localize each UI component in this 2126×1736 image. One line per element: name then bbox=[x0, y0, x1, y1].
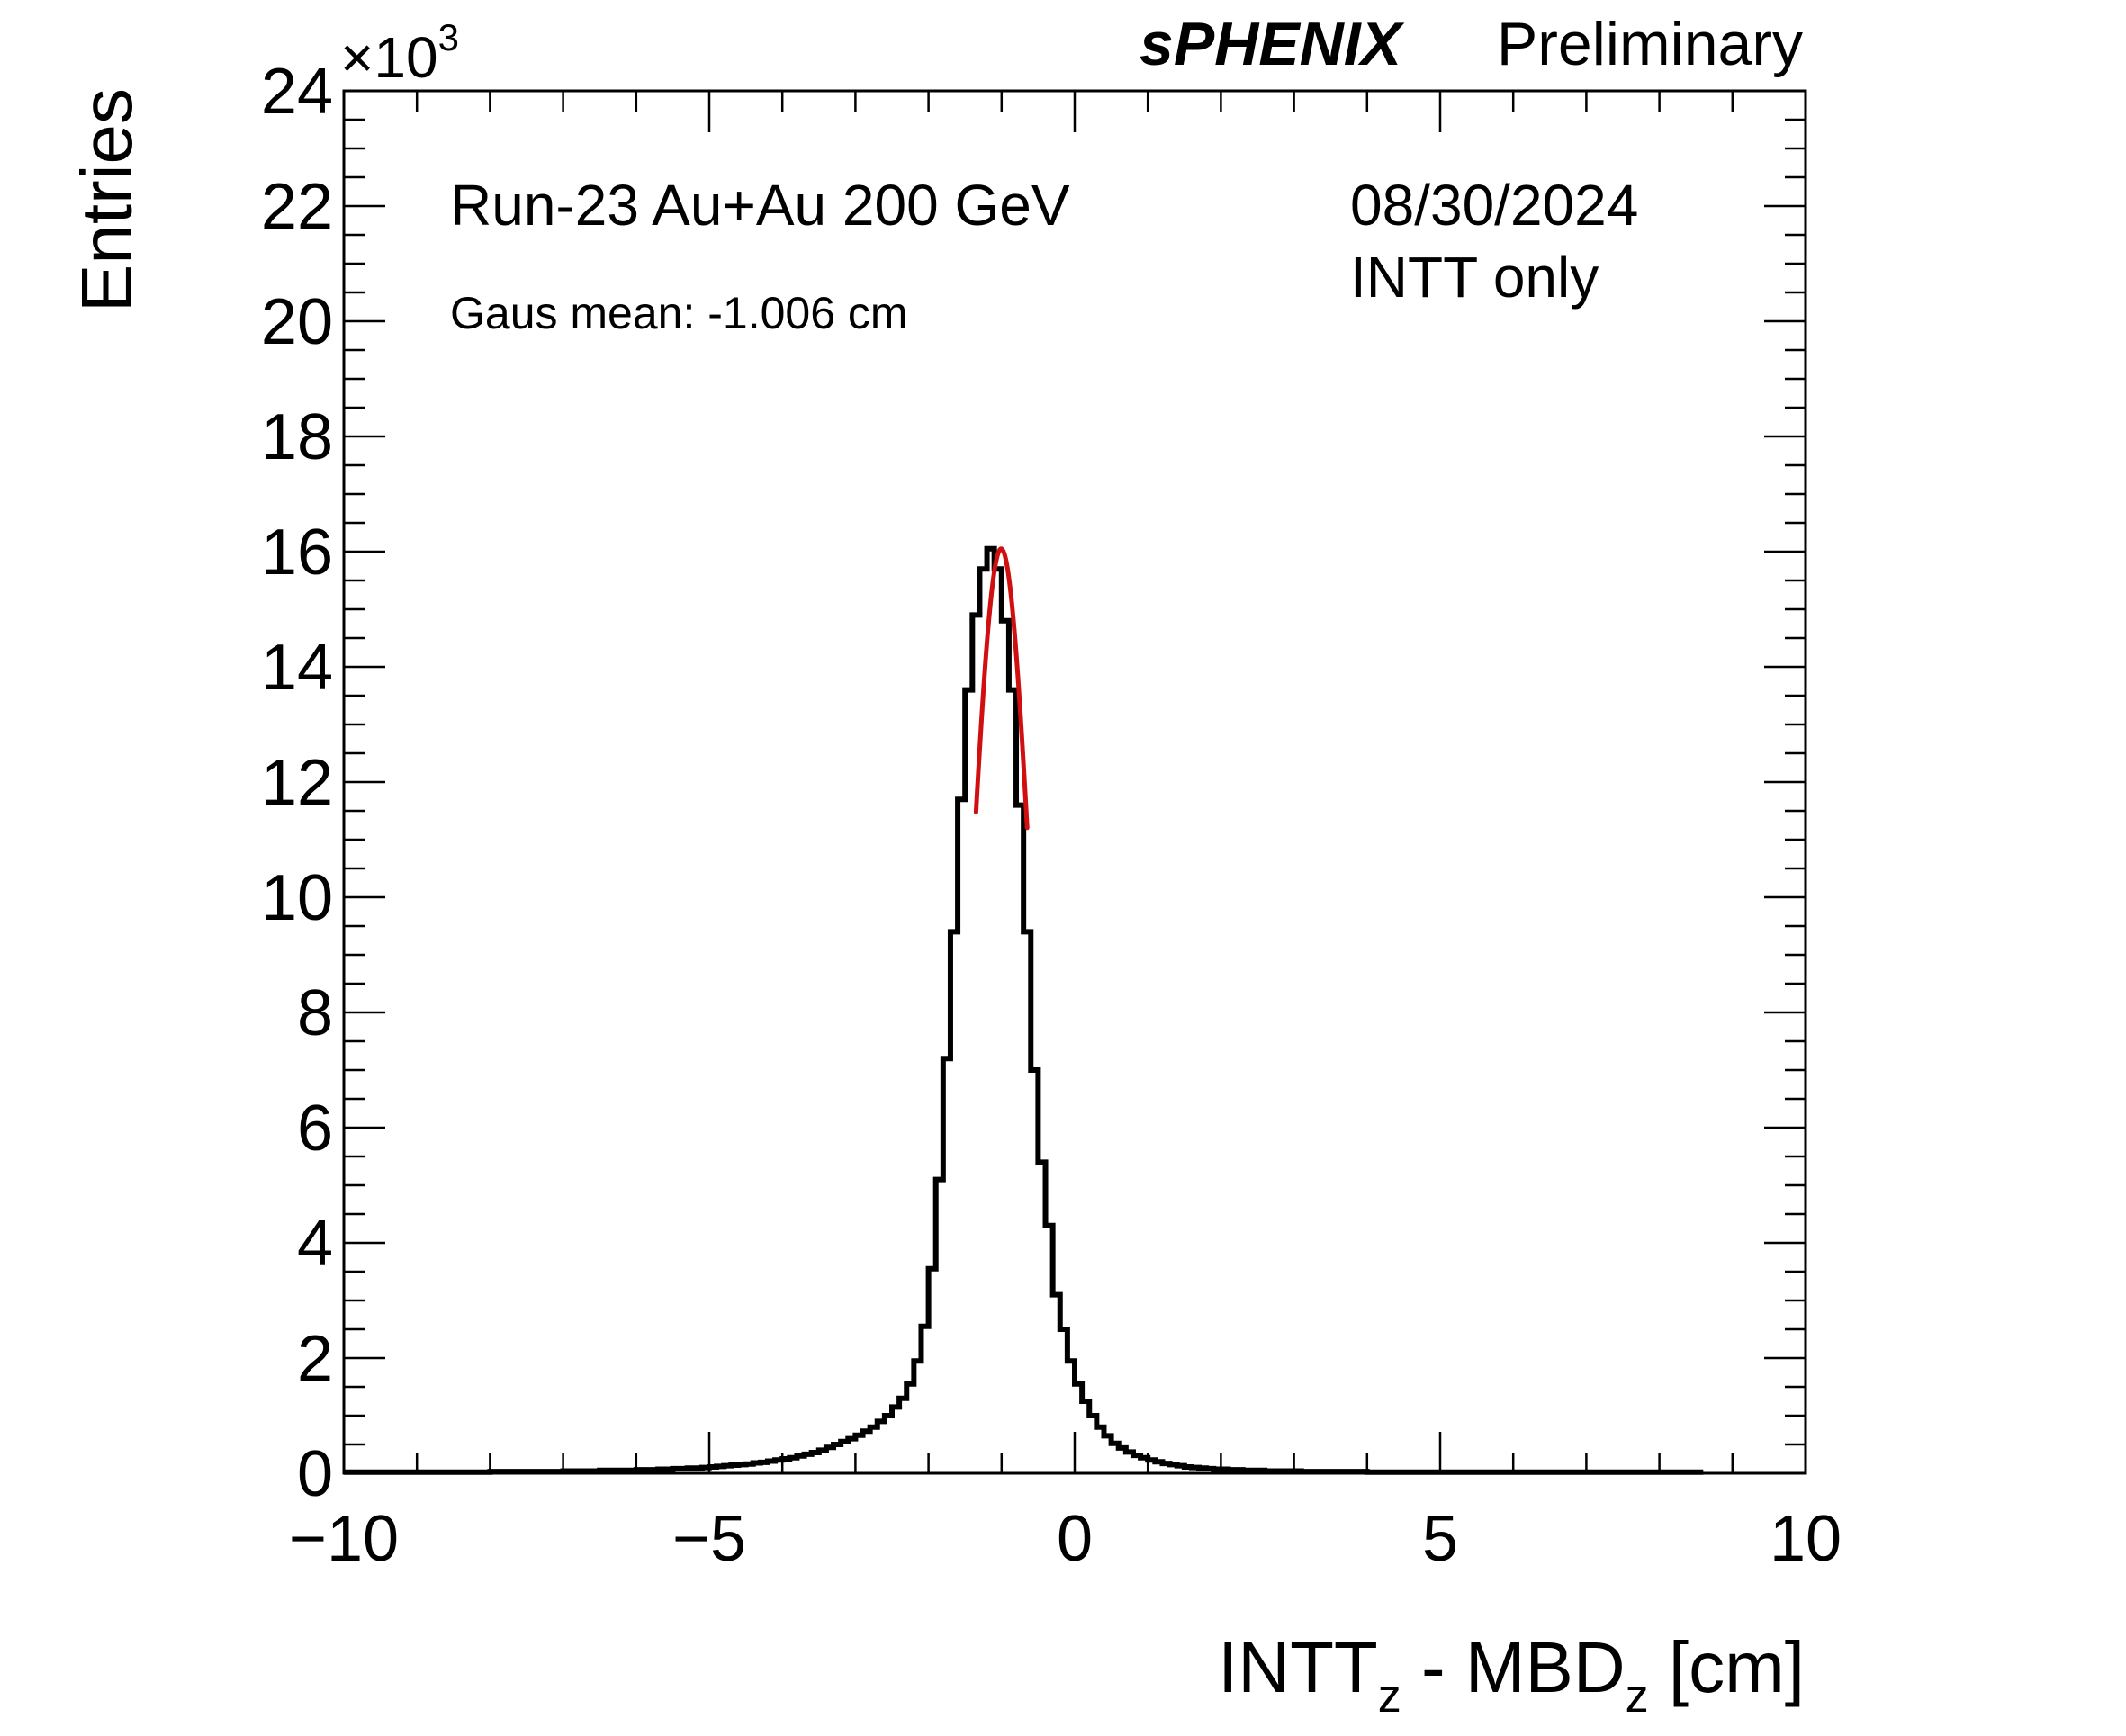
y-tick-label: 20 bbox=[261, 286, 333, 358]
y-tick-label: 2 bbox=[297, 1323, 333, 1395]
x-axis-title-sub1: z bbox=[1378, 1670, 1401, 1723]
plot-frame bbox=[342, 89, 1807, 1475]
fit-mean-label: Gaus mean: -1.006 cm bbox=[450, 288, 908, 338]
y-tick-label: 14 bbox=[261, 632, 333, 704]
y-multiplier: ×103 bbox=[340, 16, 459, 90]
x-axis-title-unit: [cm] bbox=[1649, 1627, 1805, 1707]
y-tick-label: 16 bbox=[261, 517, 333, 589]
x-axis-title-mid: - MBD bbox=[1401, 1627, 1626, 1707]
x-tick-label: 0 bbox=[1057, 1503, 1093, 1575]
x-axis-title-main: INTT bbox=[1218, 1627, 1378, 1707]
y-tick-label: 8 bbox=[297, 977, 333, 1049]
run-label: Run-23 Au+Au 200 GeV bbox=[450, 173, 1070, 238]
y-tick-label: 18 bbox=[261, 401, 333, 473]
y-multiplier-prefix: ×10 bbox=[340, 25, 438, 90]
x-tick-label: 5 bbox=[1422, 1503, 1458, 1575]
x-tick-label: −5 bbox=[672, 1503, 746, 1575]
detector-label: INTT only bbox=[1350, 245, 1599, 310]
y-tick-label: 24 bbox=[261, 56, 333, 128]
x-axis-title: INTTz - MBDz [cm] bbox=[1218, 1627, 1805, 1723]
y-axis-title: Entries bbox=[67, 88, 147, 312]
x-tick-label: −10 bbox=[289, 1503, 399, 1575]
experiment-label: sPHENIX bbox=[1140, 10, 1405, 78]
y-multiplier-exponent: 3 bbox=[438, 16, 459, 58]
date-label: 08/30/2024 bbox=[1350, 173, 1638, 238]
y-tick-label: 0 bbox=[297, 1438, 333, 1510]
y-tick-label: 10 bbox=[261, 862, 333, 934]
y-tick-label: 22 bbox=[261, 171, 333, 243]
gaussian-fit-curve bbox=[973, 546, 1030, 831]
x-axis-title-sub2: z bbox=[1626, 1670, 1649, 1723]
status-label: Preliminary bbox=[1497, 10, 1803, 78]
x-tick-label: 10 bbox=[1770, 1503, 1842, 1575]
y-tick-label: 6 bbox=[297, 1093, 333, 1165]
y-tick-label: 4 bbox=[297, 1208, 333, 1280]
y-tick-label: 12 bbox=[261, 747, 333, 819]
